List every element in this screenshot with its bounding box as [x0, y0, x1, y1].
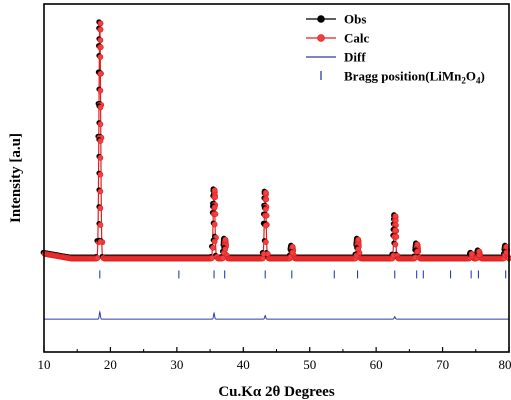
legend-label-part: ): [481, 69, 485, 84]
calc-point: [97, 171, 104, 178]
plot-area: [40, 19, 511, 320]
legend-label: Diff: [344, 50, 366, 65]
legend-label: Calc: [344, 31, 370, 46]
plot-frame: [43, 3, 510, 353]
calc-point: [97, 87, 104, 94]
calc-point: [97, 238, 104, 245]
calc-point: [222, 246, 229, 253]
calc-point: [97, 138, 104, 144]
calc-point: [262, 222, 269, 229]
x-tick-label: 30: [170, 357, 183, 372]
calc-point: [355, 246, 362, 253]
calc-point: [97, 20, 104, 27]
legend: Obs Calc Diff Bragg position(LiMn2O4): [306, 12, 485, 86]
legend-label-part: 4: [476, 76, 481, 86]
calc-point: [392, 241, 399, 248]
calc-point: [210, 244, 216, 251]
calc-point: [211, 187, 218, 194]
x-tick-label: 40: [237, 357, 250, 372]
x-tick-label: 80: [499, 357, 511, 372]
calc-point: [393, 233, 400, 240]
y-axis-label: Intensity [a.u]: [8, 133, 24, 223]
calc-point: [97, 205, 104, 212]
calc-point: [262, 189, 269, 196]
legend-item: Bragg position(LiMn2O4): [320, 69, 485, 86]
calc-point: [414, 241, 421, 248]
calc-point: [97, 44, 104, 51]
calc-point: [392, 227, 399, 234]
calc-point: [263, 212, 270, 219]
calc-point: [392, 213, 399, 220]
x-tick-label: 20: [104, 357, 117, 372]
calc-point: [97, 154, 104, 161]
calc-point: [97, 188, 104, 195]
legend-marker: [317, 15, 325, 23]
calc-point: [211, 204, 218, 211]
calc-point: [212, 194, 218, 201]
calc-point: [97, 26, 104, 33]
legend-label-part: 2: [461, 76, 466, 86]
calc-point: [355, 236, 362, 243]
calc-point: [476, 248, 482, 255]
legend-item: Diff: [306, 50, 366, 65]
diff-line: [44, 310, 509, 320]
calc-point: [97, 222, 104, 228]
x-axis-ticks: 10 20 30 40 50 60 70 80: [38, 347, 511, 372]
calc-point: [94, 255, 101, 261]
calc-point: [468, 250, 475, 257]
calc-point: [262, 206, 269, 213]
legend-marker: [317, 34, 325, 42]
calc-point: [97, 121, 104, 128]
calc-point: [262, 239, 269, 245]
x-tick-label: 70: [436, 357, 449, 372]
calc-point: [263, 196, 270, 203]
x-tick-label: 60: [370, 357, 383, 372]
calc-point: [97, 54, 104, 60]
legend-label: Obs: [344, 12, 366, 27]
calc-point: [211, 221, 218, 228]
calc-point: [97, 104, 104, 111]
calc-point: [209, 255, 215, 261]
calc-point: [289, 249, 296, 256]
calc-line: [43, 22, 509, 259]
calc-point: [212, 211, 219, 217]
legend-label: Bragg position(LiMn2O4): [344, 69, 485, 86]
calc-point: [289, 243, 296, 250]
x-tick-label: 10: [38, 357, 51, 372]
legend-item: Obs: [306, 12, 366, 27]
legend-label-part: Bragg position(LiMn: [344, 69, 462, 84]
calc-point: [503, 243, 510, 250]
x-axis-label: Cu.Kα 2θ Degrees: [218, 384, 334, 400]
legend-item: Calc: [306, 31, 370, 46]
legend-label-part: O: [466, 69, 476, 84]
calc-point: [97, 70, 104, 77]
calc-point: [211, 238, 218, 245]
x-tick-label: 50: [303, 357, 316, 372]
calc-point: [503, 249, 510, 256]
calc-point: [414, 248, 421, 255]
calc-point: [222, 236, 229, 243]
calc-point: [97, 37, 104, 44]
